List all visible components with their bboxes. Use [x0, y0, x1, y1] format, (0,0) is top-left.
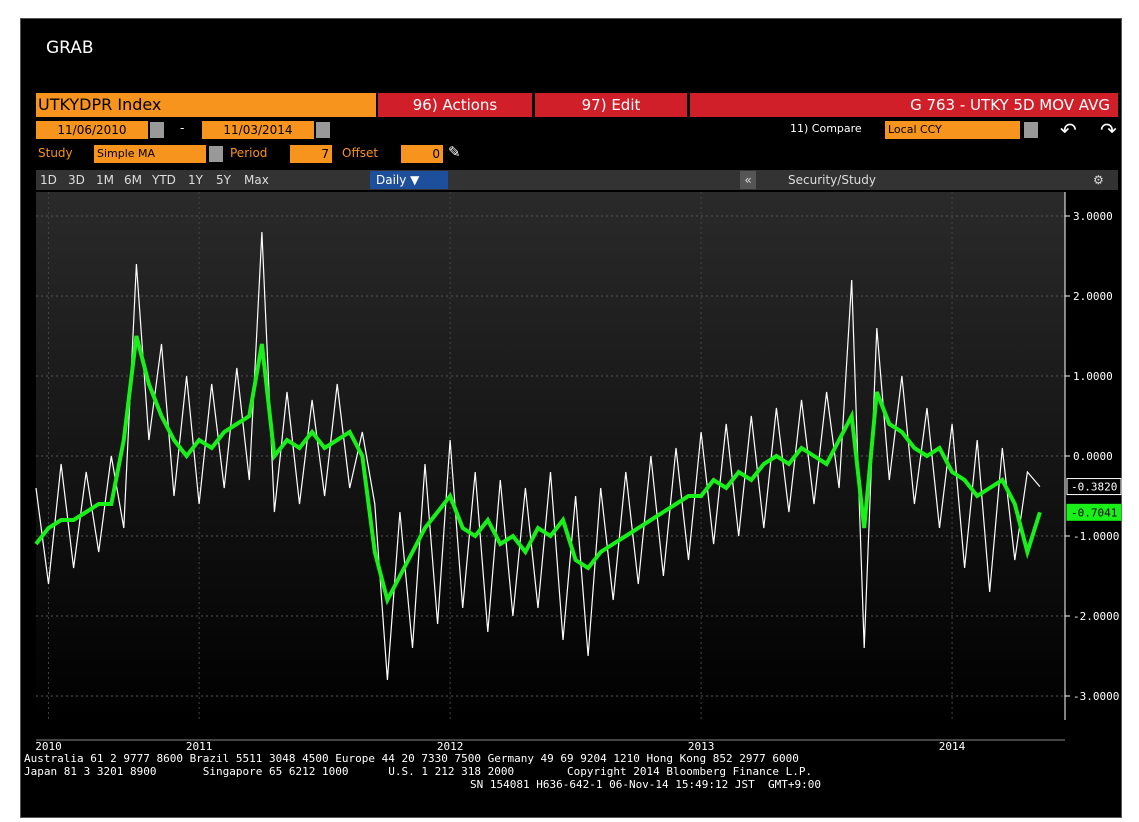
- y-tick-label: -3.0000: [1073, 690, 1119, 703]
- series-line: [34, 335, 1042, 606]
- last-value-label: -0.7041: [1071, 506, 1117, 519]
- y-tick-label: -2.0000: [1073, 610, 1119, 623]
- y-tick-label: 2.0000: [1073, 290, 1113, 303]
- x-tick-label: 2010: [35, 740, 62, 753]
- redo-icon[interactable]: ↷: [1100, 118, 1117, 142]
- header-title: GRAB: [46, 38, 94, 58]
- range-button[interactable]: YTD: [152, 173, 176, 187]
- calendar-icon[interactable]: [316, 122, 330, 138]
- pencil-icon[interactable]: ✎: [448, 143, 461, 161]
- security-field[interactable]: UTKYDPR Index: [36, 93, 376, 117]
- settings-button[interactable]: ⚙: [1093, 173, 1104, 187]
- study-label: Study: [38, 146, 73, 160]
- dropdown-icon[interactable]: [1024, 122, 1038, 138]
- range-button[interactable]: 6M: [124, 173, 142, 187]
- range-button[interactable]: 1D: [40, 173, 57, 187]
- y-tick-label: 3.0000: [1073, 210, 1113, 223]
- footer-line: Australia 61 2 9777 8600 Brazil 5511 304…: [24, 752, 799, 765]
- edit-button[interactable]: 97) Edit: [535, 93, 687, 117]
- footer-line: Japan 81 3 3201 8900 Singapore 65 6212 1…: [24, 765, 813, 778]
- y-tick-label: -1.0000: [1073, 530, 1119, 543]
- x-tick-label: 2011: [186, 740, 213, 753]
- collapse-button[interactable]: «: [740, 171, 756, 189]
- range-bar: [36, 170, 1118, 190]
- x-tick-label: 2014: [939, 740, 966, 753]
- frequency-button[interactable]: Daily ▼: [370, 171, 448, 189]
- period-label: Period: [230, 146, 268, 160]
- last-value-label: -0.3820: [1071, 481, 1117, 494]
- x-tick-label: 2012: [437, 740, 464, 753]
- offset-field[interactable]: 0: [401, 145, 443, 163]
- end-date[interactable]: 11/03/2014: [202, 121, 314, 139]
- range-button[interactable]: 1Y: [188, 173, 203, 187]
- study-field[interactable]: Simple MA: [94, 145, 206, 163]
- start-date[interactable]: 11/06/2010: [36, 121, 148, 139]
- period-field[interactable]: 7: [290, 145, 332, 163]
- dropdown-icon[interactable]: [209, 146, 223, 162]
- calendar-icon[interactable]: [150, 122, 164, 138]
- x-tick-label: 2013: [688, 740, 715, 753]
- undo-icon[interactable]: ↶: [1060, 118, 1077, 142]
- range-button[interactable]: Max: [244, 173, 269, 187]
- range-button[interactable]: 1M: [96, 173, 114, 187]
- chart-title: G 763 - UTKY 5D MOV AVG: [690, 93, 1118, 117]
- offset-label: Offset: [342, 146, 379, 160]
- y-tick-label: 0.0000: [1073, 450, 1113, 463]
- footer-line: SN 154081 H636-642-1 06-Nov-14 15:49:12 …: [470, 778, 821, 791]
- y-tick-label: 1.0000: [1073, 370, 1113, 383]
- range-button[interactable]: 5Y: [216, 173, 231, 187]
- compare-label: 11) Compare: [790, 122, 862, 135]
- last-value-box: [1066, 478, 1122, 496]
- range-button[interactable]: 3D: [68, 173, 85, 187]
- security-study-button[interactable]: Security/Study: [788, 173, 876, 187]
- plot-area: [36, 192, 1065, 720]
- date-separator: -: [180, 121, 185, 135]
- last-value-box: [1066, 503, 1122, 521]
- actions-button[interactable]: 96) Actions: [378, 93, 532, 117]
- compare-field[interactable]: Local CCY: [885, 121, 1020, 139]
